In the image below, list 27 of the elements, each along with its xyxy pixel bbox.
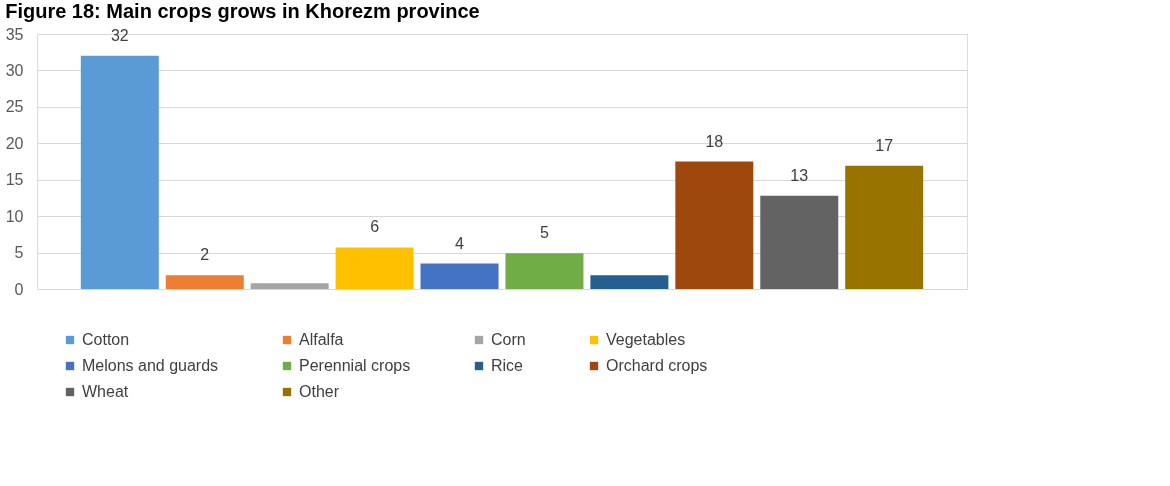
legend-label: Corn: [491, 331, 526, 348]
chart-title: Figure 18: Main crops grows in Khorezm province: [5, 0, 480, 22]
y-tick-label: 0: [14, 280, 24, 298]
legend-label: Wheat: [82, 383, 129, 400]
legend-label: Orchard crops: [606, 357, 708, 374]
data-label: 4: [455, 234, 465, 252]
y-tick-label: 30: [5, 61, 24, 79]
legend-label: Cotton: [82, 331, 130, 348]
y-tick-label: 25: [5, 98, 24, 116]
data-label: 5: [540, 224, 550, 242]
data-label: 6: [370, 218, 380, 236]
data-label: 32: [110, 26, 129, 44]
y-tick-label: 20: [5, 134, 24, 152]
y-tick-label: 10: [5, 207, 24, 225]
legend-label: Rice: [491, 357, 524, 374]
legend-label: Melons and guards: [82, 357, 219, 374]
y-tick-label: 35: [5, 25, 24, 43]
data-label: 18: [705, 132, 724, 150]
legend-label: Perennial crops: [299, 357, 411, 374]
data-label: 17: [875, 136, 894, 154]
data-label: 2: [200, 246, 210, 264]
legend-label: Other: [299, 383, 340, 400]
y-tick-label: 5: [14, 244, 24, 262]
legend-label: Alfalfa: [299, 331, 344, 348]
legend-label: Vegetables: [606, 331, 686, 348]
data-label: 13: [790, 166, 809, 184]
y-tick-label: 15: [5, 171, 24, 189]
